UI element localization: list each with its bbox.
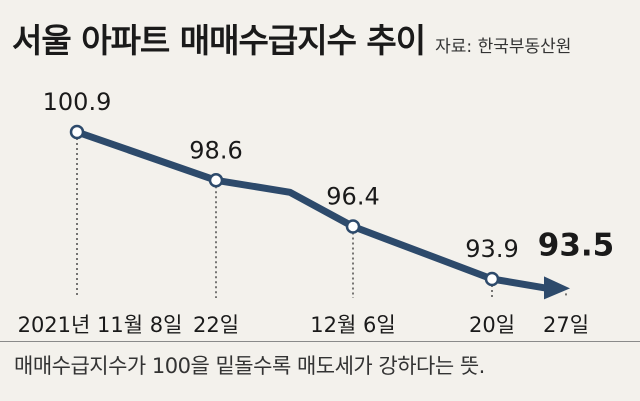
data-point-0 (69, 124, 85, 140)
value-label-3: 93.9 (465, 235, 518, 263)
data-point-2 (345, 219, 361, 234)
source-label: 자료: 한국부동산원 (435, 37, 572, 57)
chart-title: 서울 아파트 매매수급지수 추이 (12, 21, 426, 60)
arrow-head (544, 276, 570, 300)
footnote: 매매수급지수가 100을 밑돌수록 매도세가 강하다는 뜻. (14, 354, 485, 378)
x-tick-label-3: 20일 (469, 313, 515, 337)
data-point-3 (484, 271, 500, 287)
chart-header: 서울 아파트 매매수급지수 추이 자료: 한국부동산원 (12, 14, 628, 62)
chart-area: 100.9 98.6 96.4 93.9 93.5 2021년 11월 8일 22일 12월 … (0, 70, 640, 350)
x-tick-label-1: 22일 (193, 313, 239, 337)
value-label-4: 93.5 (538, 227, 615, 263)
line-chart: 100.9 98.6 96.4 93.9 93.5 2021년 11월 8일 22일 12월 … (18, 88, 615, 337)
data-point-1 (208, 173, 224, 188)
x-tick-label-2: 12월 6일 (310, 313, 395, 337)
series-line (73, 128, 552, 292)
x-tick-label-4: 27일 (543, 313, 589, 337)
value-label-0: 100.9 (43, 88, 112, 116)
divider (0, 341, 640, 342)
value-label-2: 96.4 (326, 183, 379, 211)
x-tick-label-0: 2021년 11월 8일 (18, 313, 183, 337)
value-label-1: 98.6 (189, 136, 242, 164)
